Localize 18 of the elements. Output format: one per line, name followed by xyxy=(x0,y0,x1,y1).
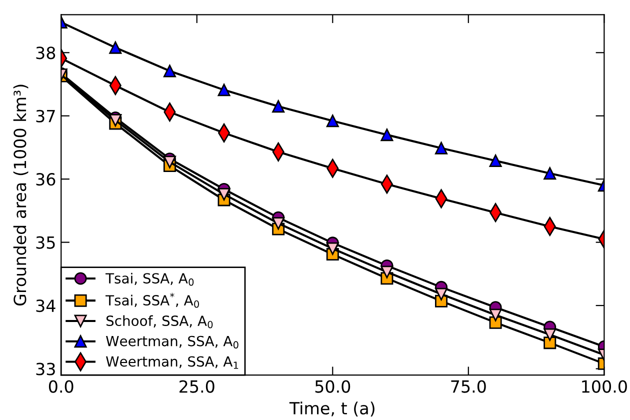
legend-label: Weertman, SSA, A$_{1}$ xyxy=(106,356,238,369)
legend-label: Tsai, SSA, A$_{0}$ xyxy=(106,272,194,286)
y-tick-label: 36 xyxy=(36,173,56,186)
x-tick-label: 25.0 xyxy=(180,380,214,393)
x-axis-title: Time, t (a) xyxy=(289,402,374,416)
legend-label: Schoof, SSA, A$_{0}$ xyxy=(106,315,213,328)
y-tick-label: 37 xyxy=(36,110,55,122)
y-tick-label: 38 xyxy=(36,46,56,60)
y-tick-label: 33 xyxy=(36,362,55,376)
x-tick-label: 100.0 xyxy=(582,380,627,393)
legend-label: Weertman, SSA, A$_{0}$ xyxy=(106,336,238,349)
y-tick-label: 34 xyxy=(36,299,56,312)
x-tick-label: 75.0 xyxy=(451,380,486,393)
x-tick-label: 50.0 xyxy=(315,380,350,393)
y-axis-title: Grounded area (1000 km³) xyxy=(13,84,28,306)
legend-label: Tsai, SSA$^{*}$, A$_{0}$ xyxy=(106,292,199,308)
y-tick-label: 35 xyxy=(36,236,55,249)
x-tick-label: 0.0 xyxy=(48,380,74,393)
